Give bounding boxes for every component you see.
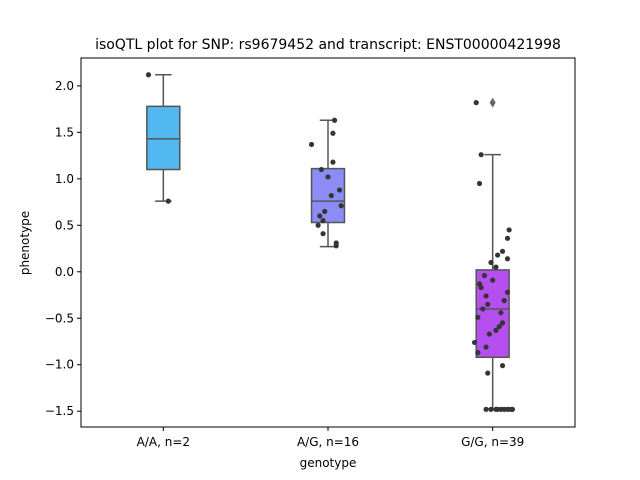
data-point	[504, 256, 511, 262]
data-point	[481, 272, 488, 279]
y-tick-label: 1.5	[55, 125, 74, 139]
data-point	[330, 130, 336, 136]
data-point	[478, 152, 484, 158]
data-point	[485, 370, 491, 376]
data-point	[475, 314, 481, 320]
data-point	[483, 406, 489, 412]
data-point	[496, 324, 502, 330]
data-point	[315, 222, 321, 228]
data-point	[471, 339, 478, 346]
x-tick-label: A/A, n=2	[137, 435, 190, 449]
data-point	[475, 350, 481, 356]
data-point	[499, 320, 506, 326]
data-point	[493, 327, 499, 333]
data-point	[485, 301, 491, 307]
data-point	[486, 331, 492, 337]
y-tick-label: 2.0	[55, 79, 74, 93]
outlier-marker	[489, 97, 496, 108]
data-point	[328, 192, 334, 199]
data-point	[509, 406, 516, 412]
data-point	[493, 264, 499, 270]
data-point	[495, 252, 501, 258]
data-point	[488, 406, 494, 412]
x-axis-ticks: A/A, n=2 A/G, n=16 G/G, n=39	[137, 427, 524, 449]
data-point	[504, 289, 511, 295]
data-point	[308, 141, 315, 148]
x-tick-label: G/G, n=39	[461, 435, 524, 449]
box-group	[310, 119, 346, 248]
y-axis-ticks: 2.0 1.5 1.0 0.5 0.0 −0.5 −1.0 −1.5	[45, 79, 81, 418]
data-point	[488, 259, 494, 266]
plot-area	[80, 57, 576, 428]
data-point	[483, 344, 489, 350]
chart-title: isoQTL plot for SNP: rs9679452 and trans…	[95, 37, 561, 53]
data-point	[483, 293, 489, 299]
data-point	[325, 174, 331, 180]
data-point	[501, 297, 507, 304]
strip-points	[471, 100, 516, 412]
y-tick-label: 1.0	[55, 172, 74, 186]
y-tick-label: −1.0	[45, 358, 74, 372]
box-group	[146, 73, 181, 202]
data-point	[145, 72, 152, 78]
data-point	[478, 284, 484, 291]
data-point	[322, 208, 328, 214]
data-point	[499, 363, 506, 369]
data-point	[336, 187, 343, 193]
y-tick-label: 0.5	[55, 218, 74, 232]
y-tick-label: −0.5	[45, 311, 74, 325]
data-point	[476, 180, 483, 187]
y-tick-label: −1.5	[45, 404, 74, 418]
y-tick-label: 0.0	[55, 265, 74, 279]
data-point	[338, 203, 344, 209]
x-axis-label: genotype	[300, 456, 357, 470]
data-point	[331, 117, 338, 123]
data-point	[495, 406, 501, 412]
data-point	[333, 243, 339, 249]
strip-points	[145, 72, 171, 204]
data-point	[498, 310, 504, 316]
data-point	[320, 218, 326, 224]
data-point	[506, 227, 512, 233]
box	[146, 105, 181, 171]
y-axis-label: phenotype	[18, 211, 32, 275]
data-point	[330, 159, 336, 165]
x-tick-label: A/G, n=16	[297, 435, 359, 449]
data-point	[317, 213, 323, 219]
data-point	[499, 248, 506, 254]
data-point	[480, 306, 486, 312]
data-point	[165, 198, 171, 204]
data-point	[318, 166, 325, 173]
strip-points	[308, 117, 344, 249]
data-point	[473, 100, 479, 106]
data-point	[490, 277, 496, 283]
data-point	[504, 235, 511, 241]
data-point	[320, 231, 326, 237]
